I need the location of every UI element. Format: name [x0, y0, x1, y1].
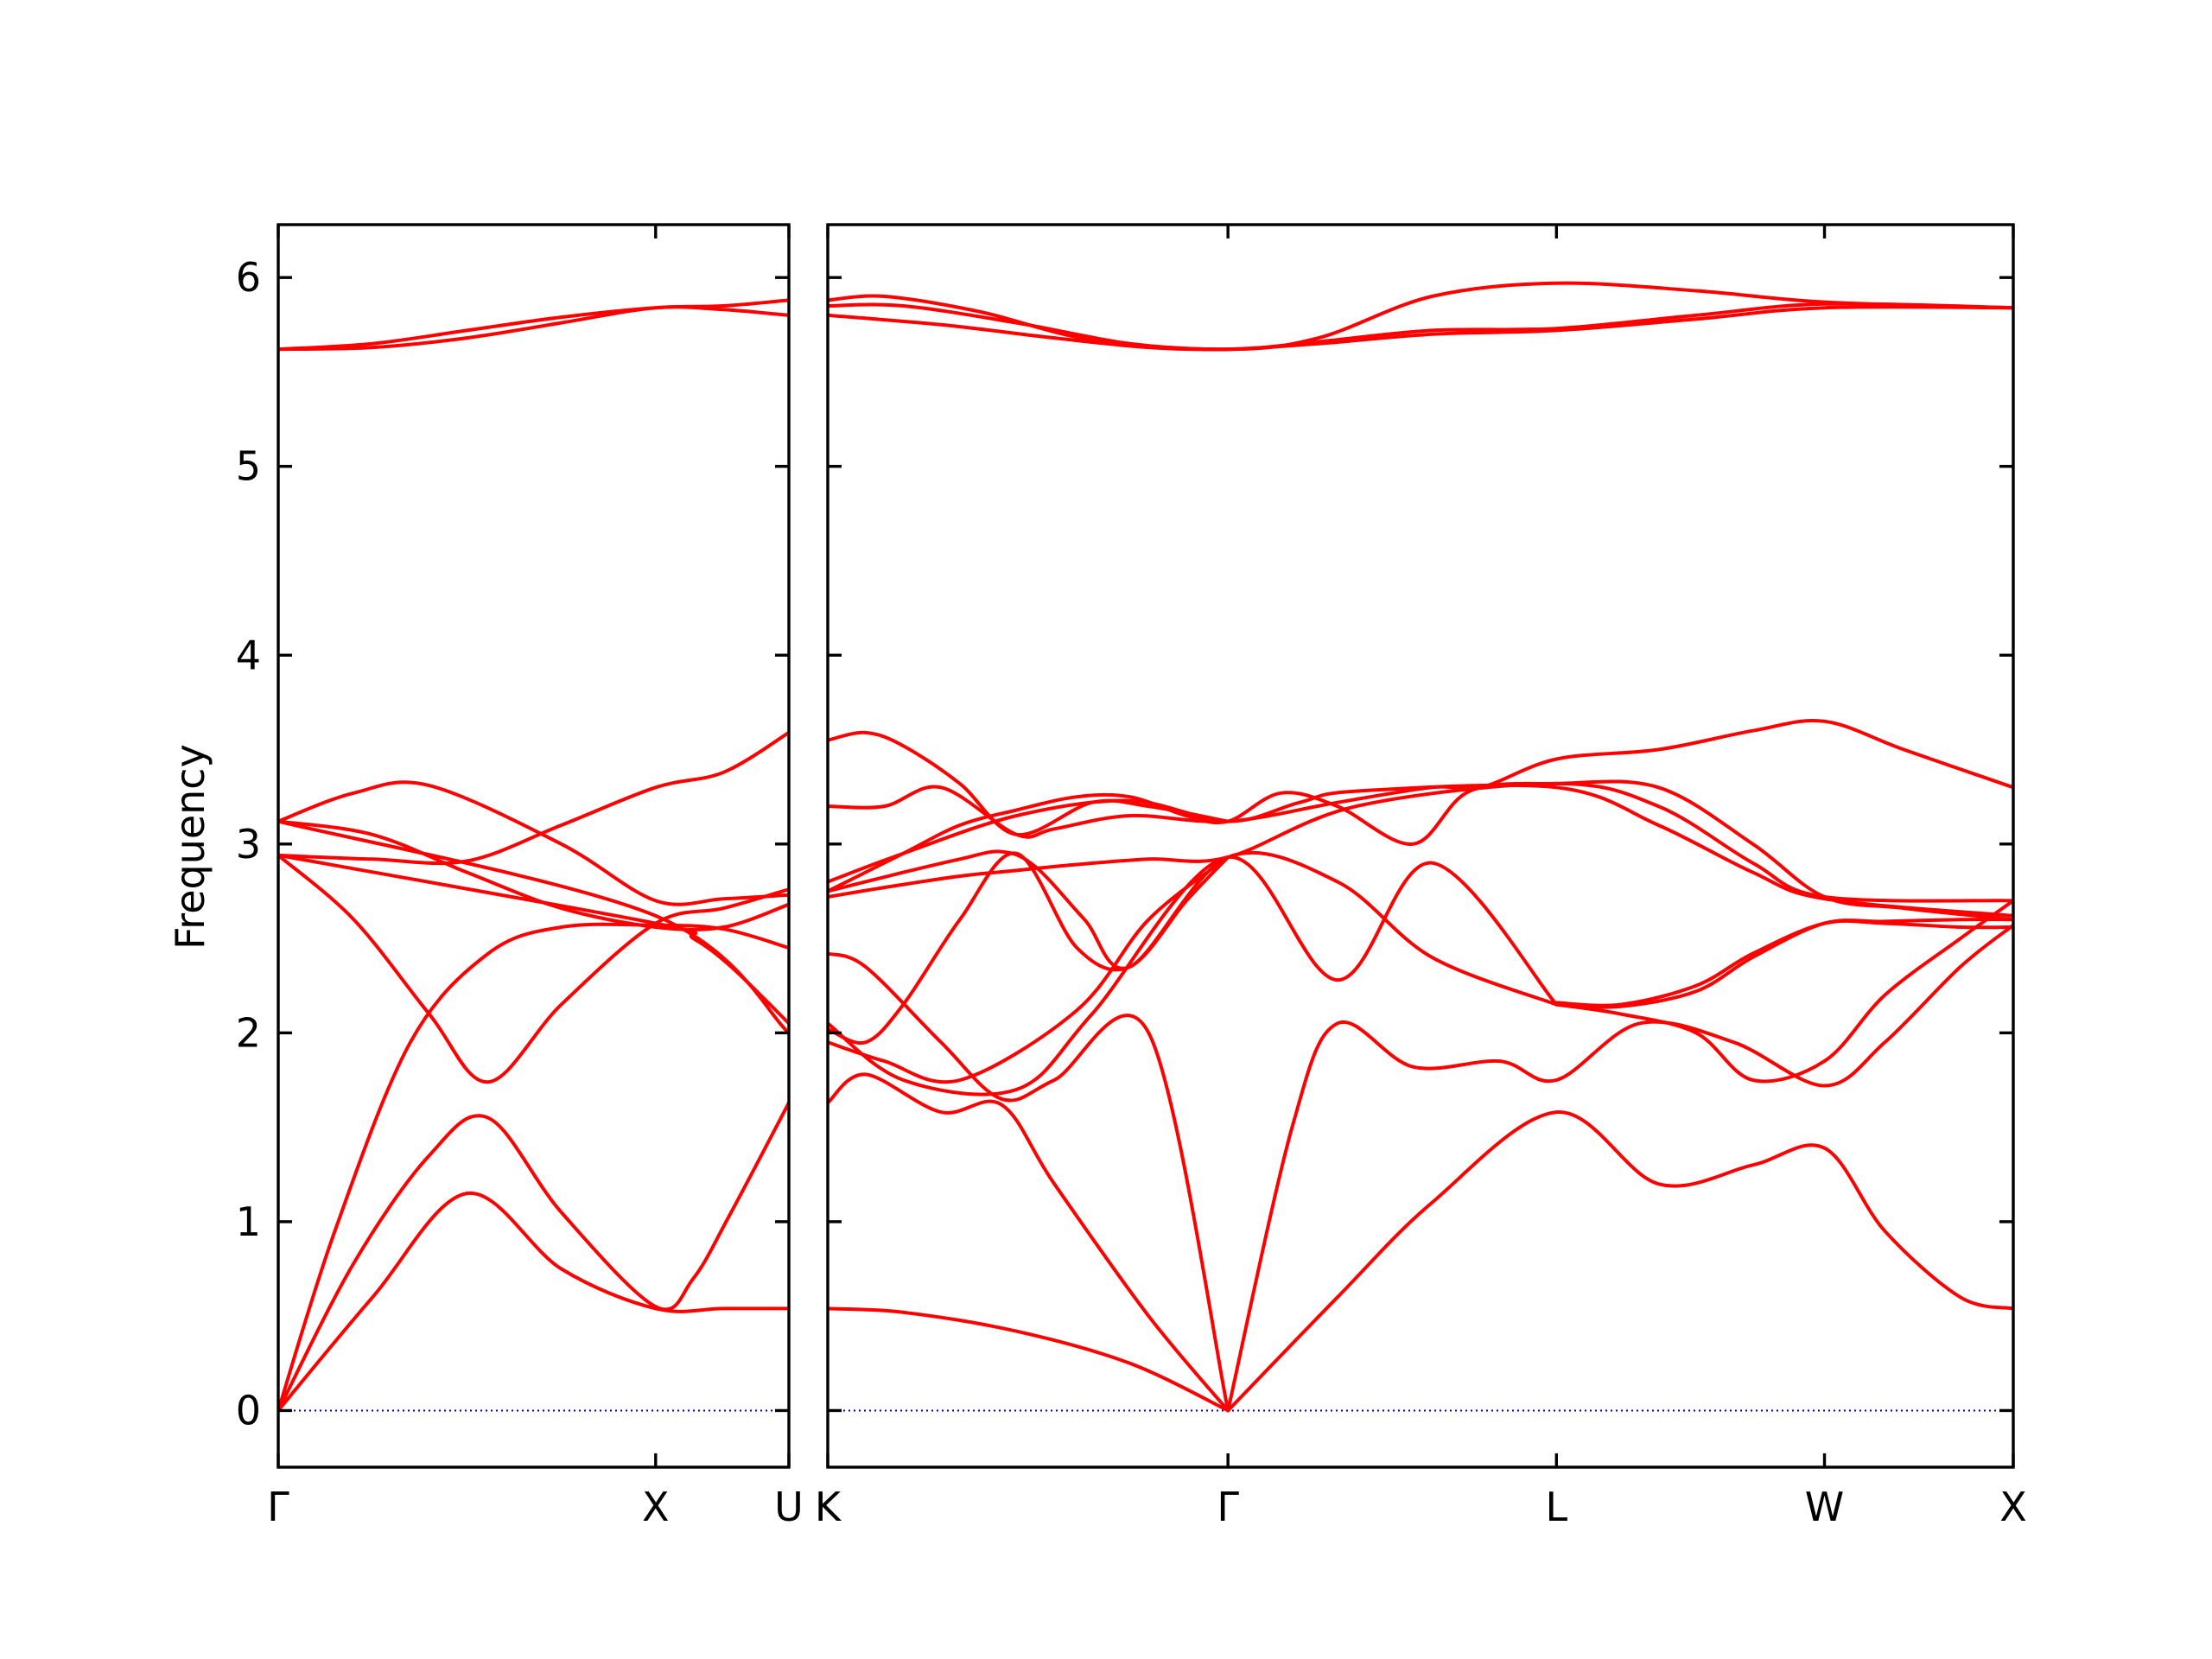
band-line — [828, 783, 2013, 918]
x-tick-label: U — [774, 1484, 804, 1530]
band-line — [828, 849, 1559, 1007]
y-tick-label: 4 — [236, 632, 261, 678]
band-line — [1554, 899, 2013, 1084]
band-line — [828, 851, 1230, 1046]
band-line — [1226, 1110, 2013, 1413]
x-tick-label: K — [815, 1484, 842, 1530]
band-line — [828, 730, 1230, 836]
band-line — [278, 298, 789, 352]
band-line — [278, 853, 789, 1084]
band-line — [278, 305, 789, 352]
y-tick-label: 1 — [236, 1198, 261, 1245]
band-line — [278, 1192, 789, 1413]
band-line — [828, 781, 2013, 903]
band-line — [828, 305, 2013, 352]
band-lines — [278, 298, 789, 1413]
panel-frame — [276, 223, 791, 1469]
y-tick-label: 0 — [236, 1387, 261, 1433]
plot-panels: 0 1 2 3 4 5 6 Γ X U K Γ L W X — [236, 223, 2027, 1530]
y-tick-label: 5 — [236, 443, 261, 490]
band-line — [278, 1101, 789, 1413]
x-tick-label: W — [1805, 1484, 1844, 1530]
band-line — [278, 819, 789, 1035]
band-line — [828, 302, 2013, 352]
band-line — [1226, 923, 2013, 1413]
band-line — [828, 281, 2013, 352]
y-tick-label: 3 — [236, 821, 261, 868]
y-tick-label: 2 — [236, 1009, 261, 1056]
band-lines — [828, 281, 2013, 1413]
band-line — [278, 780, 789, 906]
band-line — [278, 730, 789, 866]
band-line — [1554, 918, 2013, 1007]
band-line — [828, 951, 1230, 1413]
x-tick-label: L — [1545, 1484, 1567, 1530]
x-tick-label: Γ — [1217, 1484, 1239, 1530]
x-tick-label: X — [642, 1484, 670, 1530]
band-line — [828, 779, 2013, 922]
panel-frame — [826, 223, 2015, 1469]
y-axis-label: Frequency — [167, 744, 213, 950]
x-tick-label: X — [1999, 1484, 2027, 1530]
band-line — [828, 1072, 1230, 1413]
band-line — [828, 1306, 1230, 1413]
x-tick-label: Γ — [267, 1484, 289, 1530]
band-line — [278, 922, 789, 1413]
band-line — [1554, 918, 2013, 1009]
band-line — [828, 855, 1230, 1084]
panel-1: 0 1 2 3 4 5 6 Γ X U — [236, 223, 804, 1530]
y-tick-label: 6 — [236, 254, 261, 301]
band-line — [828, 855, 1559, 1096]
